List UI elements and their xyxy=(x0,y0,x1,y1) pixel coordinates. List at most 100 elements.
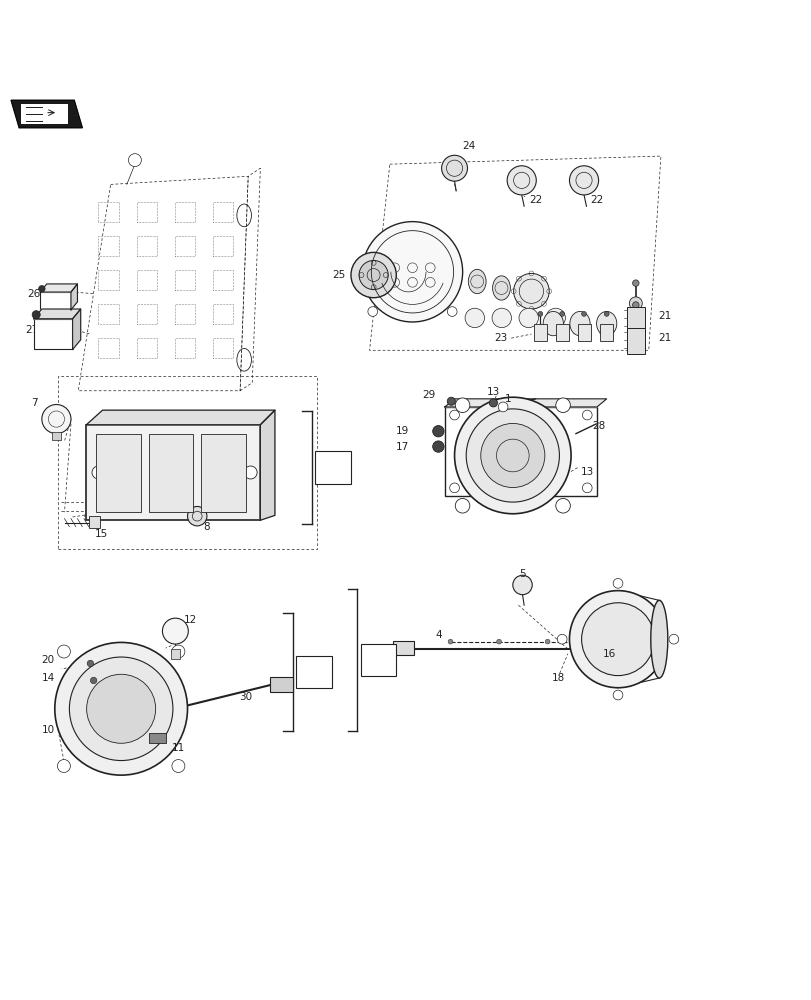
Circle shape xyxy=(668,634,678,644)
Bar xyxy=(599,324,612,341)
Circle shape xyxy=(556,634,566,644)
Circle shape xyxy=(447,397,455,405)
Circle shape xyxy=(58,645,71,658)
Circle shape xyxy=(172,760,185,772)
Bar xyxy=(96,434,140,512)
Text: 5: 5 xyxy=(518,569,526,579)
Bar xyxy=(174,304,195,324)
Circle shape xyxy=(54,642,187,775)
Bar xyxy=(58,376,316,549)
Text: 4: 4 xyxy=(436,630,442,640)
Bar xyxy=(41,292,71,310)
Text: 12: 12 xyxy=(184,615,197,625)
Circle shape xyxy=(466,409,559,502)
Ellipse shape xyxy=(596,311,616,336)
Text: 6: 6 xyxy=(329,461,337,474)
Bar xyxy=(136,270,157,290)
Circle shape xyxy=(544,639,549,644)
Bar xyxy=(626,307,644,332)
Circle shape xyxy=(555,498,569,513)
Circle shape xyxy=(496,639,501,644)
Bar xyxy=(174,236,195,256)
Text: 21: 21 xyxy=(658,333,671,343)
Bar xyxy=(555,324,568,341)
Circle shape xyxy=(569,166,598,195)
Text: 11: 11 xyxy=(171,743,184,753)
Circle shape xyxy=(581,483,591,493)
Polygon shape xyxy=(41,284,77,292)
Text: 10: 10 xyxy=(41,725,54,735)
Circle shape xyxy=(581,603,654,676)
Bar xyxy=(51,432,61,440)
Polygon shape xyxy=(71,284,77,310)
Bar xyxy=(88,516,100,528)
Circle shape xyxy=(90,677,97,684)
Ellipse shape xyxy=(492,276,510,300)
Circle shape xyxy=(569,591,666,688)
Text: 13: 13 xyxy=(487,387,500,397)
Circle shape xyxy=(367,307,377,316)
Circle shape xyxy=(69,657,173,761)
Text: 9: 9 xyxy=(310,665,317,678)
Circle shape xyxy=(480,423,544,488)
Text: 26: 26 xyxy=(28,289,41,299)
Circle shape xyxy=(612,690,622,700)
Circle shape xyxy=(518,308,538,328)
Circle shape xyxy=(58,760,71,772)
Ellipse shape xyxy=(543,311,563,336)
Bar xyxy=(98,236,118,256)
Text: 8: 8 xyxy=(204,522,210,532)
Polygon shape xyxy=(86,410,275,425)
Text: 18: 18 xyxy=(551,673,564,683)
Circle shape xyxy=(603,311,608,316)
Bar xyxy=(174,270,195,290)
Text: 29: 29 xyxy=(422,390,435,400)
Bar xyxy=(393,641,414,655)
Text: 7: 7 xyxy=(31,398,38,408)
Bar xyxy=(270,677,292,692)
Text: 30: 30 xyxy=(238,692,252,702)
Circle shape xyxy=(432,426,444,437)
Circle shape xyxy=(612,578,622,588)
Bar xyxy=(98,270,118,290)
Circle shape xyxy=(559,311,564,316)
Circle shape xyxy=(555,398,569,413)
Text: 15: 15 xyxy=(94,529,108,539)
Circle shape xyxy=(42,405,71,434)
Bar xyxy=(136,304,157,324)
Text: 19: 19 xyxy=(396,426,409,436)
Circle shape xyxy=(449,483,459,493)
Bar xyxy=(148,434,193,512)
Bar xyxy=(212,338,233,358)
Circle shape xyxy=(87,660,93,667)
Circle shape xyxy=(498,402,508,412)
Circle shape xyxy=(507,166,535,195)
Circle shape xyxy=(358,260,388,290)
Text: 27: 27 xyxy=(26,325,39,335)
Circle shape xyxy=(187,506,207,526)
Bar xyxy=(148,733,166,743)
Circle shape xyxy=(629,319,642,332)
Bar xyxy=(86,425,260,520)
Circle shape xyxy=(441,155,467,181)
Circle shape xyxy=(92,466,105,479)
Circle shape xyxy=(455,398,470,413)
Text: 22: 22 xyxy=(528,195,542,205)
Bar xyxy=(212,304,233,324)
Circle shape xyxy=(87,674,156,743)
Text: 25: 25 xyxy=(332,270,345,280)
Text: 22: 22 xyxy=(590,195,603,205)
Circle shape xyxy=(455,498,470,513)
Polygon shape xyxy=(444,399,606,407)
Bar xyxy=(98,304,118,324)
Circle shape xyxy=(128,154,141,167)
Ellipse shape xyxy=(468,269,486,294)
Bar xyxy=(212,270,233,290)
Circle shape xyxy=(629,297,642,310)
Circle shape xyxy=(581,410,591,420)
Circle shape xyxy=(632,302,638,308)
Circle shape xyxy=(162,618,188,644)
Circle shape xyxy=(465,308,484,328)
Text: 3: 3 xyxy=(654,600,661,610)
Polygon shape xyxy=(11,100,82,128)
